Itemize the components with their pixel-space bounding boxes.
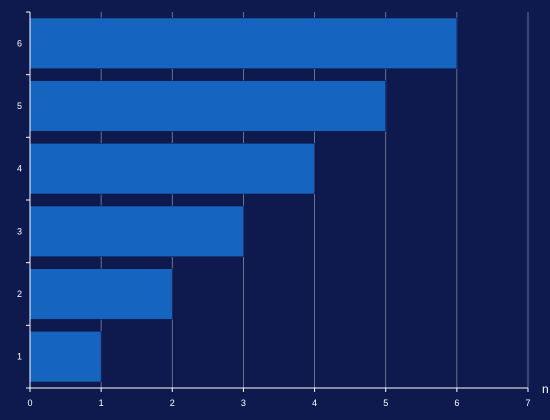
y-ticks: 1 2 3 4 5 6 <box>17 11 30 389</box>
bar-4 <box>29 143 315 195</box>
y-tick-label-4: 4 <box>17 164 22 174</box>
bar-1 <box>29 331 102 383</box>
y-tick-label-5: 5 <box>17 101 22 111</box>
x-tick-label-4: 4 <box>312 398 317 408</box>
x-tick-label-1: 1 <box>99 398 104 408</box>
bar-3 <box>29 205 244 257</box>
bar-5 <box>29 80 387 132</box>
bars <box>29 17 458 383</box>
x-tick-label-2: 2 <box>170 398 175 408</box>
bar-6 <box>29 17 458 69</box>
grid-lines <box>100 12 529 388</box>
x-tick-label-6: 6 <box>454 398 459 408</box>
x-tick-label-5: 5 <box>383 398 388 408</box>
y-tick-label-3: 3 <box>17 226 22 236</box>
x-tick-label-7: 7 <box>525 398 530 408</box>
y-tick-label-2: 2 <box>17 289 22 299</box>
y-tick-label-6: 6 <box>17 38 22 48</box>
x-axis-label: n <box>542 382 549 396</box>
x-ticks: 0 1 2 3 4 5 6 7 <box>27 388 531 408</box>
x-tick-label-0: 0 <box>27 398 32 408</box>
bar-2 <box>29 268 173 320</box>
y-tick-label-1: 1 <box>17 352 22 362</box>
x-tick-label-3: 3 <box>241 398 246 408</box>
